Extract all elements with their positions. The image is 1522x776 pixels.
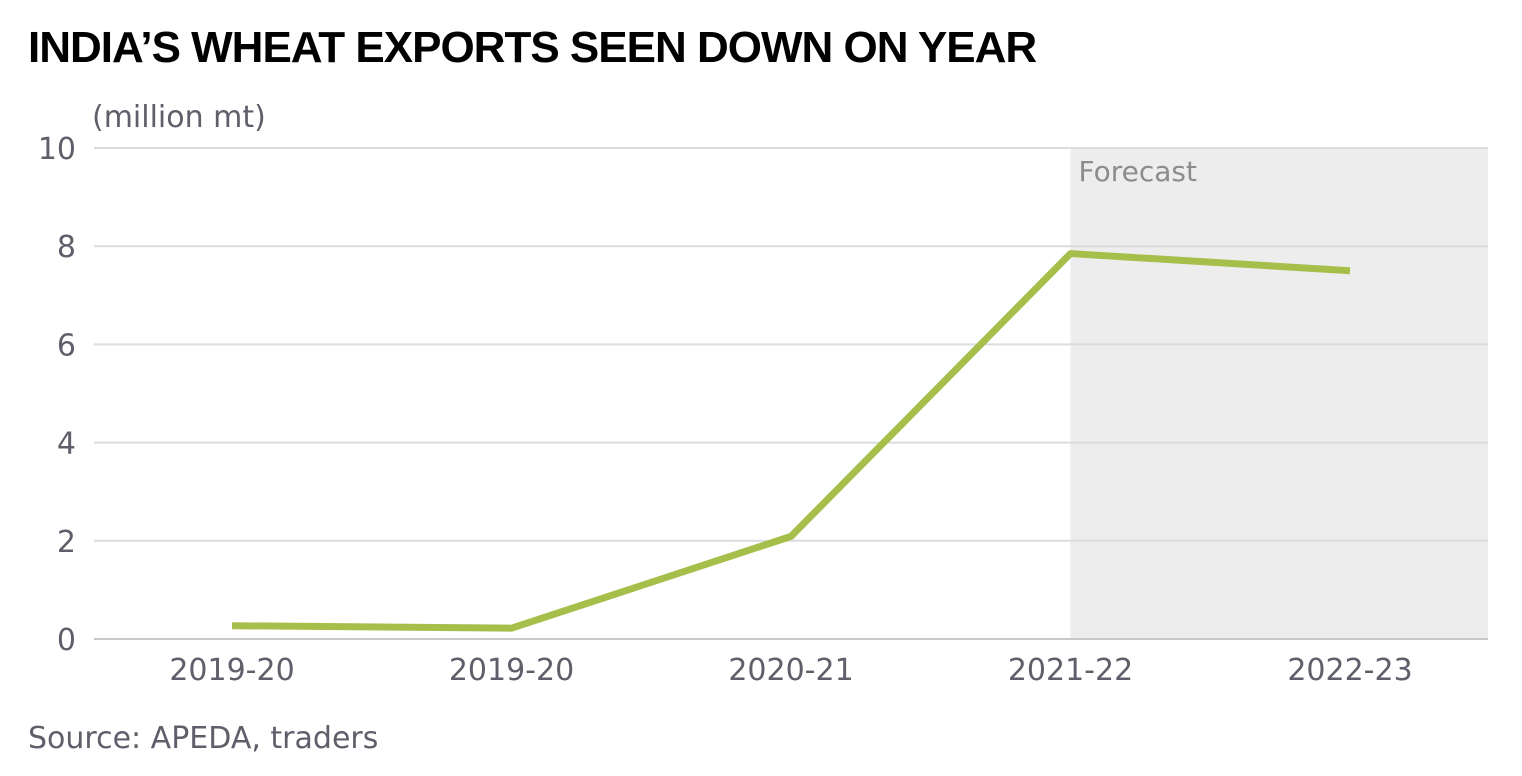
- source-note: Source: APEDA, traders: [28, 721, 378, 756]
- forecast-label: Forecast: [1079, 155, 1198, 188]
- y-tick-label: 8: [57, 230, 76, 265]
- series: [231, 250, 1351, 632]
- forecast-shading: [1070, 148, 1488, 639]
- x-tick-label: 2020-21: [728, 653, 853, 688]
- y-tick-label: 6: [57, 328, 76, 363]
- x-axis-ticks: 2019-20 2019-20 2020-21 2021-22 2022-23: [169, 653, 1412, 688]
- x-tick-label: 2021-22: [1008, 653, 1133, 688]
- y-tick-label: 2: [57, 525, 76, 560]
- y-axis-unit-label: (million mt): [92, 100, 266, 135]
- y-tick-label: 10: [38, 132, 76, 167]
- x-tick-label: 2022-23: [1287, 653, 1412, 688]
- x-tick-label: 2019-20: [169, 653, 294, 688]
- x-tick-label: 2019-20: [449, 653, 574, 688]
- forecast-region: Forecast: [1070, 148, 1488, 639]
- y-tick-label: 4: [57, 427, 76, 462]
- y-tick-label: 0: [57, 623, 76, 658]
- chart-title: INDIA’S WHEAT EXPORTS SEEN DOWN ON YEAR: [28, 23, 1036, 72]
- y-axis-ticks: 0 2 4 6 8 10: [38, 132, 76, 658]
- gridlines: [94, 147, 1488, 640]
